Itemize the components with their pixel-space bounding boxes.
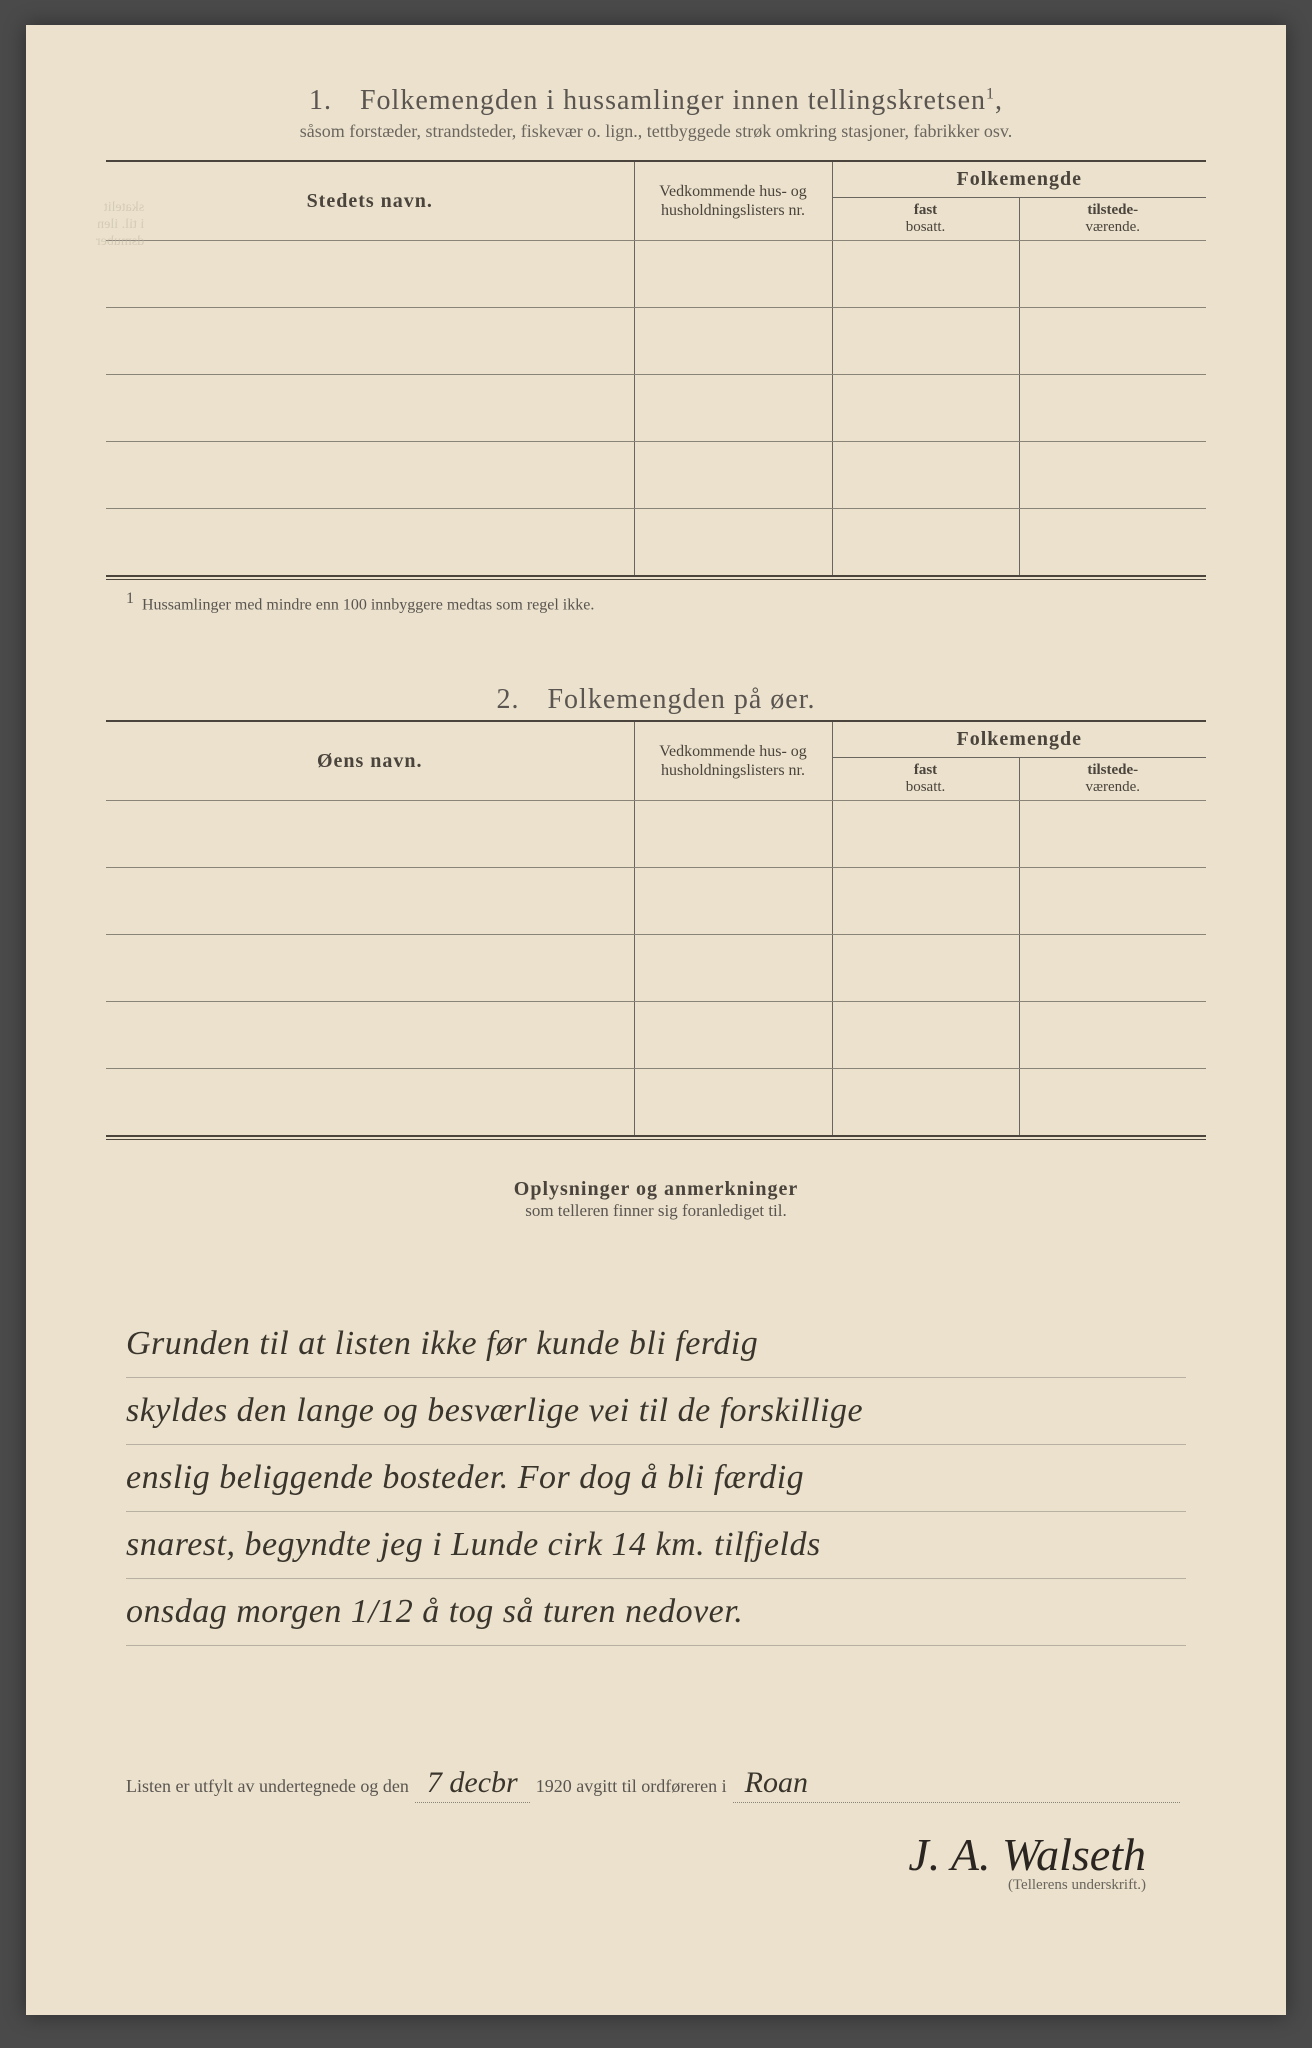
section2-title: 2. Folkemengden på øer.: [106, 684, 1206, 716]
signature-block: J. A. Walseth (Tellerens underskrift.): [106, 1828, 1206, 1894]
divider: [106, 1139, 1206, 1140]
section1-subtitle: såsom forstæder, strandsteder, fiskevær …: [106, 121, 1206, 142]
section1-title: 1. Folkemengden i hussamlinger innen tel…: [106, 85, 1206, 117]
table-row: [106, 868, 1206, 935]
remarks-heading: Oplysninger og anmerkninger som telleren…: [106, 1178, 1206, 1221]
table-row: [106, 509, 1206, 577]
section2-table: Øens navn. Vedkommende hus- og husholdni…: [106, 720, 1206, 1137]
handwritten-remarks: Grunden til at listen ikke før kunde bli…: [106, 1311, 1206, 1646]
section1-title-sup: 1: [986, 86, 995, 103]
divider: [106, 579, 1206, 580]
table-row: [106, 241, 1206, 308]
sig-prefix: Listen er utfylt av undertegnede og den: [126, 1776, 409, 1797]
col-tilstede2: tilstede- værende.: [1019, 758, 1206, 801]
remarks-subtitle: som telleren finner sig foranlediget til…: [106, 1201, 1206, 1221]
sig-place: Roan: [733, 1766, 1180, 1803]
col-fast2: fast bosatt.: [832, 758, 1019, 801]
table-row: [106, 935, 1206, 1002]
handwriting-line: enslig beliggende bosteder. For dog å bl…: [126, 1445, 1186, 1512]
section1-title-text: Folkemengden i hussamlinger innen tellin…: [360, 85, 986, 116]
sig-date: 7 decbr: [415, 1766, 530, 1803]
table-row: [106, 801, 1206, 868]
section2-title-text: Folkemengden på øer.: [547, 684, 815, 715]
sig-mid: avgitt til ordføreren i: [576, 1776, 726, 1797]
col-vedkommende2: Vedkommende hus- og husholdningslisters …: [634, 721, 832, 801]
bleed-through-text: skateliti til. ilendsmuber: [96, 200, 144, 250]
section1-table: Stedets navn. Vedkommende hus- og hushol…: [106, 160, 1206, 577]
handwriting-line: Grunden til at listen ikke før kunde bli…: [126, 1311, 1186, 1378]
handwriting-line: onsdag morgen 1/12 å tog så turen nedove…: [126, 1579, 1186, 1646]
handwriting-line: snarest, begyndte jeg i Lunde cirk 14 km…: [126, 1512, 1186, 1579]
table-row: [106, 442, 1206, 509]
sig-year: 1920: [536, 1776, 572, 1797]
section2: 2. Folkemengden på øer. Øens navn. Vedko…: [106, 684, 1206, 1140]
col-folkemengde: Folkemengde: [832, 161, 1206, 198]
handwriting-line: skyldes den lange og besværlige vei til …: [126, 1378, 1186, 1445]
attestation-line: Listen er utfylt av undertegnede og den …: [106, 1766, 1206, 1803]
col-vedkommende: Vedkommende hus- og husholdningslisters …: [634, 161, 832, 241]
table-row: [106, 1002, 1206, 1069]
signature-name: J. A. Walseth: [106, 1828, 1146, 1881]
census-form-page: skateliti til. ilendsmuber 1. Folkemengd…: [26, 25, 1286, 2015]
col-fast: fast bosatt.: [832, 198, 1019, 241]
col-tilstede: tilstede- værende.: [1019, 198, 1206, 241]
col-folkemengde2: Folkemengde: [832, 721, 1206, 758]
section1-number: 1.: [309, 85, 332, 116]
col-stedets-navn: Stedets navn.: [106, 161, 634, 241]
remarks-title: Oplysninger og anmerkninger: [106, 1178, 1206, 1201]
table-row: [106, 308, 1206, 375]
table-row: [106, 1069, 1206, 1137]
col-oens-navn: Øens navn.: [106, 721, 634, 801]
section1-footnote: 1 Hussamlinger med mindre enn 100 innbyg…: [126, 590, 1206, 614]
section2-number: 2.: [496, 684, 519, 715]
table-row: [106, 375, 1206, 442]
